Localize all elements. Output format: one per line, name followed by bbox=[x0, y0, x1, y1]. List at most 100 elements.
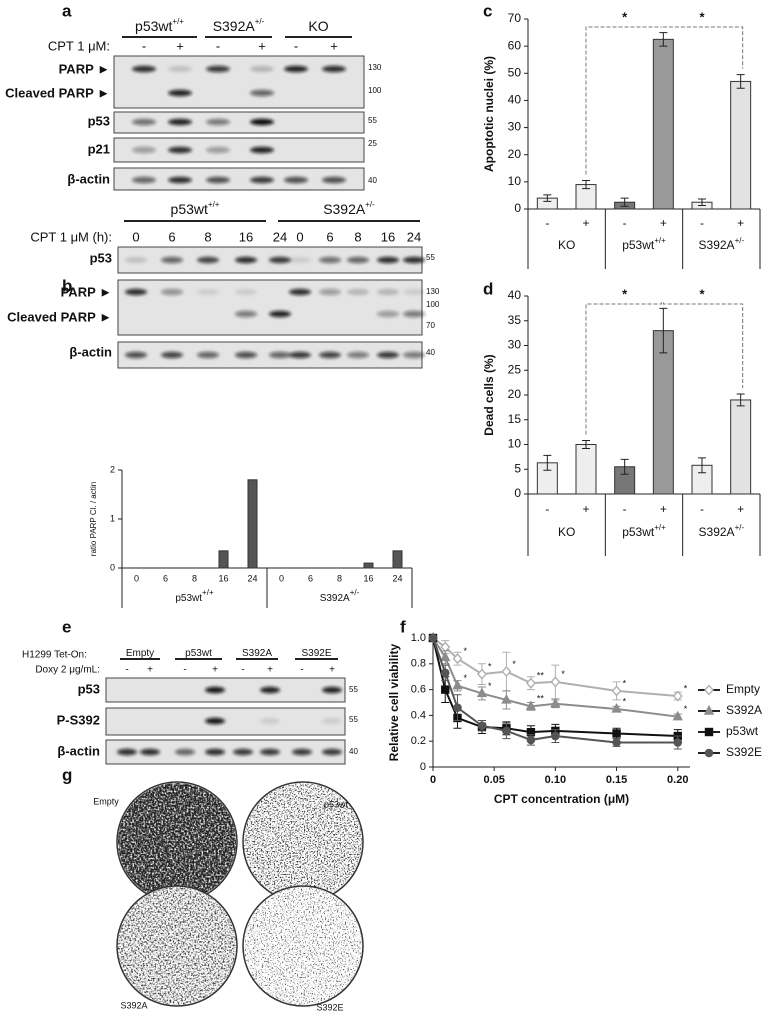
lane-label: + bbox=[267, 665, 273, 676]
band bbox=[233, 748, 253, 756]
x-tick-label: + bbox=[660, 502, 667, 516]
significance-label: * bbox=[622, 9, 628, 24]
plate-label: p53wt bbox=[324, 799, 349, 809]
y-tick-label: 0.4 bbox=[411, 709, 426, 721]
legend-label: p53wt bbox=[726, 724, 759, 738]
lane-label: + bbox=[258, 38, 266, 53]
group-label: S392A+/- bbox=[320, 588, 360, 604]
band bbox=[377, 351, 399, 359]
point bbox=[611, 685, 622, 697]
y-axis-label: Relative cell viability bbox=[387, 643, 401, 761]
x-tick-label: - bbox=[700, 216, 704, 230]
band bbox=[269, 310, 291, 318]
significance-bracket bbox=[662, 302, 744, 389]
size-marker: 70 bbox=[426, 321, 435, 330]
band bbox=[125, 256, 147, 264]
treatment-label: CPT 1 μM: bbox=[48, 38, 110, 53]
band bbox=[289, 288, 311, 296]
y-tick-label: 0.2 bbox=[411, 735, 426, 747]
plate-texture bbox=[118, 887, 236, 1005]
row-label: β-actin bbox=[69, 344, 112, 359]
y-tick-label: 1 bbox=[110, 513, 115, 523]
x-tick-label: 0.15 bbox=[606, 774, 627, 786]
band bbox=[322, 717, 342, 725]
blot-strip bbox=[105, 677, 346, 703]
band bbox=[197, 351, 219, 359]
plate-label: S392A bbox=[120, 1000, 147, 1010]
band bbox=[161, 288, 183, 296]
error-bar bbox=[543, 454, 552, 471]
row-label: p21 bbox=[88, 141, 110, 156]
band bbox=[168, 176, 192, 184]
point bbox=[672, 690, 683, 702]
y-tick-label: 0 bbox=[514, 486, 521, 500]
point bbox=[525, 677, 536, 689]
point bbox=[477, 721, 487, 731]
panel-letter: c bbox=[483, 1, 492, 20]
group-label-name: p53wt bbox=[175, 593, 202, 604]
point bbox=[428, 633, 438, 643]
y-axis-label: ratio PARP Cl. / actin bbox=[89, 482, 98, 556]
group-label-superscript: +/- bbox=[735, 236, 745, 245]
row-label: p53 bbox=[78, 681, 100, 696]
panel-letter: a bbox=[62, 1, 72, 20]
x-axis-label: CPT concentration (μM) bbox=[494, 792, 629, 806]
y-tick-label: 30 bbox=[508, 120, 522, 134]
bar bbox=[652, 38, 674, 210]
bar bbox=[730, 80, 752, 210]
lane-label: - bbox=[125, 665, 128, 676]
significance-bracket bbox=[662, 26, 744, 69]
size-marker: 55 bbox=[349, 715, 358, 724]
y-tick-label: 5 bbox=[514, 461, 521, 475]
band bbox=[269, 351, 291, 359]
band bbox=[140, 748, 160, 756]
bar bbox=[363, 562, 374, 569]
band bbox=[132, 176, 156, 184]
panel-letter: b bbox=[62, 276, 72, 295]
point bbox=[440, 651, 451, 662]
y-tick-label: 0.8 bbox=[411, 658, 426, 670]
error-bar bbox=[698, 198, 706, 206]
group-label-name: p53wt bbox=[171, 201, 208, 217]
point bbox=[672, 710, 683, 721]
bar bbox=[652, 330, 674, 495]
row-label: β-actin bbox=[57, 743, 100, 758]
band bbox=[250, 118, 274, 126]
group-label-name: KO bbox=[558, 238, 575, 252]
group-label: S392A bbox=[242, 648, 272, 659]
group-label-superscript: +/+ bbox=[172, 17, 184, 26]
x-tick-label: 0.05 bbox=[483, 774, 504, 786]
band bbox=[117, 748, 137, 756]
legend-label: S392A bbox=[726, 703, 762, 717]
group-label-name: p53wt bbox=[622, 238, 655, 252]
error-bar bbox=[582, 180, 590, 190]
group-label-superscript: +/- bbox=[365, 200, 375, 209]
band bbox=[132, 65, 156, 73]
point bbox=[673, 738, 683, 747]
lane-label: 6 bbox=[168, 229, 175, 244]
band bbox=[322, 686, 342, 694]
bar bbox=[247, 479, 258, 569]
lane-label: - bbox=[241, 665, 244, 676]
group-label-name: KO bbox=[558, 525, 575, 539]
y-tick-label: 60 bbox=[508, 38, 522, 52]
band bbox=[260, 717, 280, 725]
error-bar bbox=[736, 393, 745, 407]
band bbox=[250, 146, 274, 154]
lane-label: 24 bbox=[407, 229, 421, 244]
size-marker: 100 bbox=[368, 86, 382, 95]
group-label: p53wt+/+ bbox=[135, 17, 184, 34]
x-tick-label: 8 bbox=[337, 573, 342, 583]
error-bar bbox=[736, 74, 745, 89]
band bbox=[377, 310, 399, 318]
significance-label: * bbox=[512, 659, 516, 669]
band bbox=[269, 256, 291, 264]
band bbox=[250, 65, 274, 73]
row-label: Cleaved PARP ► bbox=[7, 309, 112, 324]
lane-label: + bbox=[212, 665, 218, 676]
lane-label: - bbox=[216, 38, 220, 53]
y-tick-label: 10 bbox=[508, 174, 522, 188]
lane-label: 16 bbox=[239, 229, 253, 244]
x-tick-label: 24 bbox=[392, 573, 402, 583]
